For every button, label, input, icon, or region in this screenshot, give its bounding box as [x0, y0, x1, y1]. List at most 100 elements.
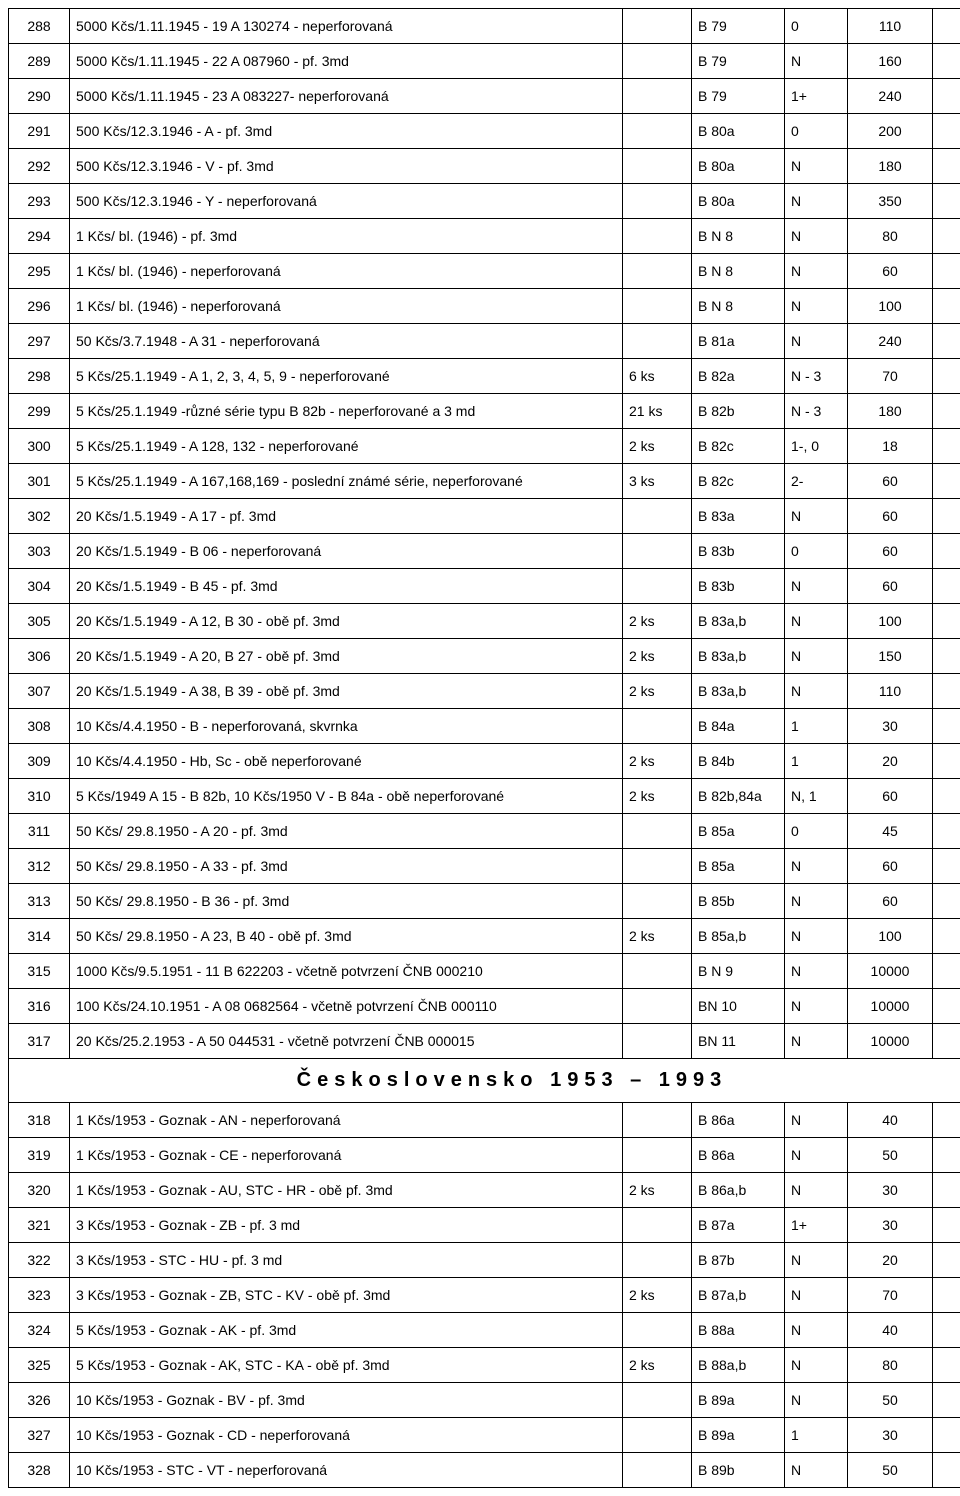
lot-price: 80 [848, 219, 933, 254]
lot-extra [933, 814, 960, 849]
lot-number: 297 [9, 324, 70, 359]
lot-catalog: B 86a,b [692, 1173, 785, 1208]
lot-grade: N [785, 289, 848, 324]
table-row: 3213 Kčs/1953 - Goznak - ZB - pf. 3 mdB … [9, 1208, 960, 1243]
table-row: 2941 Kčs/ bl. (1946) - pf. 3mdB N 8N80 [9, 219, 960, 254]
lot-price: 200 [848, 114, 933, 149]
lot-quantity [623, 324, 692, 359]
lot-description: 3 Kčs/1953 - STC - HU - pf. 3 md [70, 1243, 623, 1278]
lot-quantity: 2 ks [623, 744, 692, 779]
lot-description: 5000 Kčs/1.11.1945 - 19 A 130274 - neper… [70, 9, 623, 44]
lot-grade: N - 3 [785, 394, 848, 429]
lot-price: 70 [848, 359, 933, 394]
lot-price: 110 [848, 674, 933, 709]
lot-quantity: 2 ks [623, 674, 692, 709]
lot-extra [933, 884, 960, 919]
lot-quantity [623, 954, 692, 989]
lot-description: 3 Kčs/1953 - Goznak - ZB - pf. 3 md [70, 1208, 623, 1243]
lot-grade: N [785, 1348, 848, 1383]
lot-price: 10000 [848, 954, 933, 989]
lot-catalog: B 83a,b [692, 674, 785, 709]
lot-extra [933, 1138, 960, 1173]
lot-quantity [623, 849, 692, 884]
table-row: 31720 Kčs/25.2.1953 - A 50 044531 - včet… [9, 1024, 960, 1059]
lot-catalog: B 88a,b [692, 1348, 785, 1383]
lot-quantity [623, 1453, 692, 1488]
table-row: 3245 Kčs/1953 - Goznak - AK - pf. 3mdB 8… [9, 1313, 960, 1348]
lot-number: 326 [9, 1383, 70, 1418]
lot-price: 100 [848, 289, 933, 324]
lot-grade: N [785, 1453, 848, 1488]
lot-grade: 0 [785, 114, 848, 149]
lot-extra [933, 359, 960, 394]
table-row: 2895000 Kčs/1.11.1945 - 22 A 087960 - pf… [9, 44, 960, 79]
lot-number: 311 [9, 814, 70, 849]
lot-price: 80 [848, 1348, 933, 1383]
lot-extra [933, 1278, 960, 1313]
lot-quantity [623, 44, 692, 79]
lot-quantity: 2 ks [623, 639, 692, 674]
lot-number: 328 [9, 1453, 70, 1488]
lot-grade: N [785, 674, 848, 709]
table-row: 3255 Kčs/1953 - Goznak - AK, STC - KA - … [9, 1348, 960, 1383]
table-row: 3201 Kčs/1953 - Goznak - AU, STC - HR - … [9, 1173, 960, 1208]
lot-catalog: B 83a,b [692, 639, 785, 674]
lot-number: 292 [9, 149, 70, 184]
table-row: 2951 Kčs/ bl. (1946) - neperforovanáB N … [9, 254, 960, 289]
lot-price: 30 [848, 1173, 933, 1208]
lot-price: 100 [848, 919, 933, 954]
lot-extra [933, 1173, 960, 1208]
lot-quantity: 2 ks [623, 919, 692, 954]
lot-number: 322 [9, 1243, 70, 1278]
lot-catalog: BN 11 [692, 1024, 785, 1059]
lot-description: 5 Kčs/1953 - Goznak - AK, STC - KA - obě… [70, 1348, 623, 1383]
lot-quantity: 6 ks [623, 359, 692, 394]
table-row: 291500 Kčs/12.3.1946 - A - pf. 3mdB 80a0… [9, 114, 960, 149]
lot-price: 60 [848, 534, 933, 569]
lot-extra [933, 44, 960, 79]
table-row: 3191 Kčs/1953 - Goznak - CE - neperforov… [9, 1138, 960, 1173]
lot-grade: 1 [785, 744, 848, 779]
lot-description: 50 Kčs/ 29.8.1950 - A 33 - pf. 3md [70, 849, 623, 884]
lot-grade: 0 [785, 534, 848, 569]
lot-number: 304 [9, 569, 70, 604]
lot-extra [933, 674, 960, 709]
lot-extra [933, 324, 960, 359]
lot-description: 50 Kčs/3.7.1948 - A 31 - neperforovaná [70, 324, 623, 359]
lot-quantity [623, 814, 692, 849]
lot-price: 20 [848, 744, 933, 779]
lot-description: 100 Kčs/24.10.1951 - A 08 0682564 - včet… [70, 989, 623, 1024]
lot-quantity: 2 ks [623, 429, 692, 464]
table-row: 316100 Kčs/24.10.1951 - A 08 0682564 - v… [9, 989, 960, 1024]
lot-extra [933, 1453, 960, 1488]
lot-extra [933, 779, 960, 814]
lot-number: 318 [9, 1103, 70, 1138]
lot-description: 50 Kčs/ 29.8.1950 - A 23, B 40 - obě pf.… [70, 919, 623, 954]
lot-grade: N [785, 1024, 848, 1059]
lot-number: 290 [9, 79, 70, 114]
lot-extra [933, 569, 960, 604]
lot-extra [933, 464, 960, 499]
lot-price: 45 [848, 814, 933, 849]
lot-price: 10000 [848, 989, 933, 1024]
lot-catalog: B 83a [692, 499, 785, 534]
lot-number: 302 [9, 499, 70, 534]
table-row: 3233 Kčs/1953 - Goznak - ZB, STC - KV - … [9, 1278, 960, 1313]
lot-quantity [623, 289, 692, 324]
lot-grade: N [785, 1173, 848, 1208]
lot-extra [933, 1208, 960, 1243]
lot-description: 20 Kčs/1.5.1949 - B 45 - pf. 3md [70, 569, 623, 604]
lot-catalog: B 83b [692, 569, 785, 604]
lot-number: 288 [9, 9, 70, 44]
table-row: 2985 Kčs/25.1.1949 - A 1, 2, 3, 4, 5, 9 … [9, 359, 960, 394]
lot-catalog: B 88a [692, 1313, 785, 1348]
table-row: 31150 Kčs/ 29.8.1950 - A 20 - pf. 3mdB 8… [9, 814, 960, 849]
lot-price: 240 [848, 79, 933, 114]
table-row: 3181 Kčs/1953 - Goznak - AN - neperforov… [9, 1103, 960, 1138]
lot-quantity: 2 ks [623, 604, 692, 639]
lot-quantity [623, 884, 692, 919]
lot-quantity [623, 1243, 692, 1278]
table-row: 31350 Kčs/ 29.8.1950 - B 36 - pf. 3mdB 8… [9, 884, 960, 919]
lot-extra [933, 1418, 960, 1453]
lot-number: 306 [9, 639, 70, 674]
